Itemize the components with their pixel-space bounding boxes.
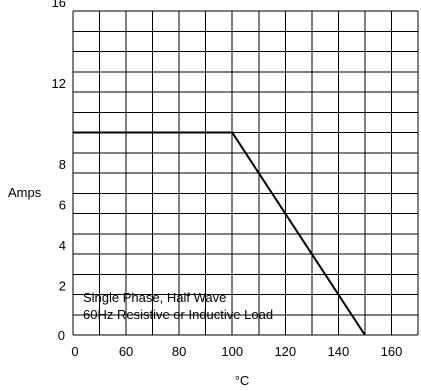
chart-grid [72,10,419,336]
y-tick-label: 4 [59,238,66,253]
y-tick-labels: 0 2 4 6 8 12 16 [52,0,66,343]
x-tick-label: 0 [71,344,78,359]
y-tick-label: 0 [58,328,65,343]
y-tick-label: 12 [52,76,66,91]
y-tick-label: 16 [52,0,66,10]
y-tick-label: 2 [59,279,66,294]
annotation-line-2: 60Hz Resistive or Inductive Load [83,307,273,322]
y-tick-label: 6 [59,198,66,213]
series-line [73,131,366,336]
x-tick-label: 80 [172,344,186,359]
chart-series [73,131,366,336]
x-tick-label: 120 [274,344,296,359]
y-axis-label: Amps [8,185,42,200]
x-tick-label: 140 [328,344,350,359]
annotation-line-1: Single Phase, Half Wave [83,290,226,305]
y-tick-label: 8 [59,157,66,172]
x-tick-labels: 0 60 80 100 120 140 160 [71,344,402,359]
x-axis-label: °C [235,373,250,388]
x-tick-label: 100 [221,344,243,359]
x-tick-label: 160 [381,344,403,359]
x-tick-label: 60 [119,344,133,359]
